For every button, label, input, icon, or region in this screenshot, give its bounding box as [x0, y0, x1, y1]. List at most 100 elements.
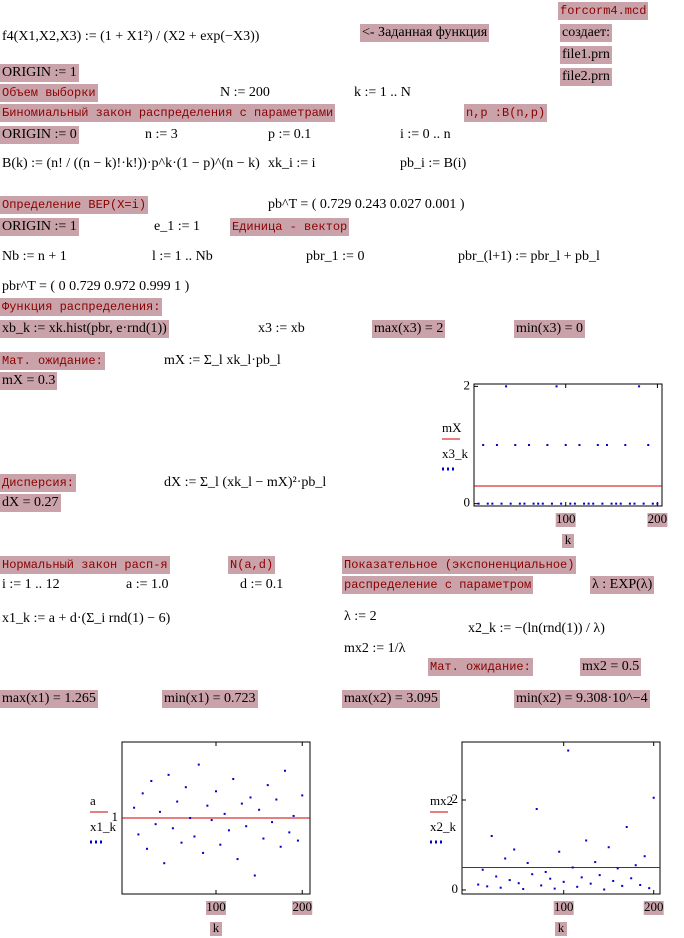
data-point: [571, 866, 574, 869]
data-point: [616, 867, 619, 870]
data-point: [634, 864, 637, 867]
data-point: [171, 827, 174, 830]
data-point: [526, 861, 529, 864]
data-point: [482, 444, 485, 446]
data-point: [638, 385, 641, 388]
data-point: [477, 883, 480, 886]
y-tick-label: 1: [112, 809, 119, 824]
text-block: max(x1) = 1.265: [0, 690, 98, 708]
text-block: распределение с параметром: [342, 576, 534, 594]
text-block: min(x1) = 0.723: [162, 690, 258, 708]
text-block: x3 := xb: [258, 321, 305, 336]
data-point: [587, 502, 590, 505]
data-point: [193, 835, 196, 838]
data-point: [647, 444, 650, 446]
text-block: λ := 2: [344, 609, 377, 624]
data-point: [477, 502, 480, 505]
y-axis-label: mx2: [430, 793, 453, 808]
plot-frame: [461, 741, 661, 895]
data-point: [555, 385, 558, 388]
data-point: [532, 502, 535, 505]
label-bg: [647, 513, 668, 527]
data-point: [505, 385, 508, 388]
text-block: Мат. ожидание:: [0, 352, 105, 370]
data-point: [146, 847, 149, 850]
data-point: [549, 877, 552, 880]
data-point: [219, 843, 222, 846]
text-block: Единица - вектор: [230, 218, 350, 236]
data-point: [266, 784, 269, 787]
text-block: Функция распределения:: [0, 298, 163, 316]
data-point: [292, 814, 295, 817]
data-point: [550, 502, 553, 505]
y-tick-label: 2: [452, 791, 459, 806]
data-point: [573, 502, 576, 505]
text-block: file2.prn: [560, 68, 612, 86]
text-block: max(x3) = 2: [372, 320, 446, 338]
data-point: [592, 502, 595, 505]
data-point: [601, 502, 604, 505]
data-point: [206, 804, 209, 807]
data-point: [567, 749, 570, 752]
label-bg: [555, 513, 576, 527]
x-tick-label: 100: [556, 511, 576, 526]
data-point: [504, 857, 507, 860]
data-point: [210, 819, 213, 822]
data-point: [596, 444, 599, 446]
data-point: [189, 817, 192, 819]
data-point: [223, 812, 226, 815]
x-tick-label: 100: [554, 899, 574, 914]
text-block: dX := Σ_l (xk_l − mX)²·pb_l: [164, 475, 327, 490]
y-tick-label: 0: [464, 495, 471, 510]
data-point: [624, 444, 627, 446]
data-point: [564, 444, 567, 446]
data-point: [150, 780, 153, 783]
text-block: Объем выборки: [0, 84, 98, 102]
text-block: Определение ВЕР(X=i): [0, 196, 149, 214]
data-point: [137, 833, 140, 836]
text-block: min(x3) = 0: [514, 320, 585, 338]
text-block: Мат. ожидание:: [428, 658, 533, 676]
data-point: [158, 810, 161, 813]
text-block: mx2 = 0.5: [580, 658, 642, 676]
data-point: [518, 502, 521, 505]
data-point: [523, 502, 526, 505]
text-block: d := 0.1: [240, 577, 284, 592]
data-point: [522, 888, 525, 891]
text-block: pbr_1 := 0: [306, 249, 365, 264]
data-point: [656, 502, 659, 505]
data-point: [490, 834, 493, 837]
y-axis-label: a: [90, 793, 96, 808]
label-bg: [643, 901, 664, 915]
data-point: [589, 882, 592, 885]
data-point: [639, 884, 642, 887]
text-block: ORIGIN := 0: [0, 126, 79, 144]
data-point: [253, 874, 256, 877]
data-point: [197, 763, 200, 766]
data-point: [544, 870, 547, 873]
text-block: e_1 := 1: [154, 219, 200, 234]
data-point: [495, 444, 498, 446]
text-block: a := 1.0: [126, 577, 169, 592]
text-block: Показательное (экспоненциальное): [342, 556, 577, 574]
text-block: i := 0 .. n: [400, 127, 451, 142]
data-point: [481, 868, 484, 871]
data-point: [607, 846, 610, 849]
data-point: [594, 861, 597, 864]
data-point: [245, 825, 248, 828]
x-tick-label: 200: [648, 511, 668, 526]
data-point: [578, 444, 581, 446]
data-point: [133, 806, 136, 809]
data-point: [508, 879, 511, 882]
text-block: <- Заданная функция: [360, 24, 490, 42]
data-point: [163, 862, 166, 865]
data-point: [643, 855, 646, 858]
text-block: Nb := n + 1: [2, 249, 67, 264]
data-point: [262, 837, 265, 840]
data-point: [202, 851, 205, 854]
data-point: [576, 885, 579, 888]
text-block: mx2 := 1/λ: [344, 641, 406, 656]
y-axis-label: x2_k: [430, 819, 457, 834]
